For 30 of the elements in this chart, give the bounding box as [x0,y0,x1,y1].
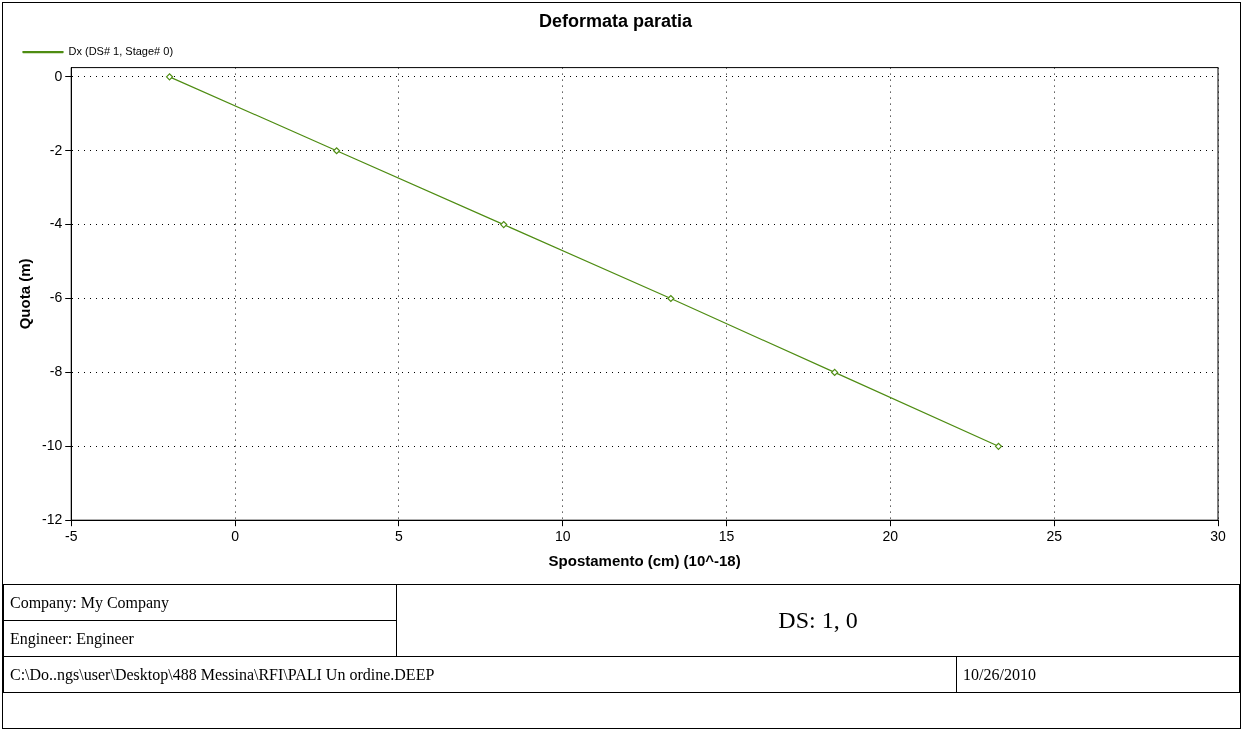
point [165,73,174,81]
x-tick-label: 30 [1210,528,1226,545]
y-axis-title: Quota (m) [16,258,34,330]
y-tick-label: -4 [49,215,63,232]
point [333,147,341,155]
x-tick-label: 10 [554,528,571,545]
y-tick-label: -10 [42,437,63,454]
text: DS: 1, 0 [396,584,1240,657]
x-tick-label: 20 [882,528,899,545]
point [500,221,508,229]
y-tick-label: 0 [54,67,63,84]
x-tick-label: -5 [65,528,78,545]
x-tick-label: 15 [718,528,735,545]
text: Engineer: Engineer [3,620,397,657]
x-tick-label: 5 [394,528,403,545]
legend-label: Dx (DS# 1, Stage# 0) [68,45,174,58]
y-tick-label: -12 [42,511,63,528]
text: Company: My Company [3,584,397,621]
point [994,442,1003,450]
chart-title: Deformata paratia [538,10,694,31]
x-axis-title: Spostamento (cm) (10^-18) [548,552,741,570]
text: C:\Do..ngs\user\Desktop\488 Messina\RFI\PALI Un ordine.DEEP [3,656,957,693]
x-tick-label: 25 [1046,528,1063,545]
point [831,368,839,377]
y-tick-label: -2 [49,141,63,158]
text: 10/26/2010 [956,656,1240,693]
y-tick-label: -6 [49,289,63,306]
point [667,294,675,303]
x-tick-label: 0 [231,528,240,545]
y-tick-label: -8 [49,363,63,380]
